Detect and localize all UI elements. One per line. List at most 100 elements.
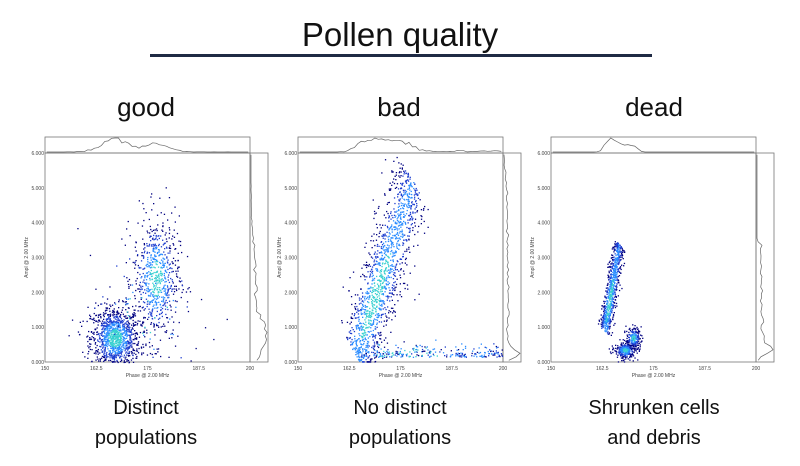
data-point bbox=[99, 345, 101, 348]
data-point bbox=[629, 356, 631, 359]
data-point bbox=[120, 321, 122, 324]
data-point bbox=[609, 260, 611, 262]
data-point bbox=[102, 296, 104, 298]
data-point bbox=[371, 272, 374, 275]
data-point bbox=[141, 254, 143, 257]
data-point bbox=[396, 227, 398, 229]
data-point bbox=[170, 284, 172, 287]
data-point bbox=[167, 291, 169, 294]
data-point bbox=[226, 318, 228, 321]
data-point bbox=[380, 299, 382, 301]
data-point bbox=[385, 249, 387, 251]
data-point bbox=[459, 356, 461, 358]
data-point bbox=[127, 280, 129, 282]
data-point bbox=[461, 352, 464, 355]
data-point bbox=[380, 247, 383, 250]
data-point bbox=[378, 264, 380, 266]
data-point bbox=[622, 251, 624, 253]
data-point bbox=[387, 247, 389, 250]
data-point bbox=[171, 290, 173, 292]
data-point bbox=[386, 342, 389, 344]
data-point bbox=[402, 208, 405, 210]
data-point bbox=[407, 235, 409, 237]
data-point bbox=[610, 289, 613, 291]
data-point bbox=[618, 247, 621, 249]
data-point bbox=[386, 296, 389, 298]
data-point bbox=[398, 243, 400, 245]
data-point bbox=[415, 348, 418, 351]
data-point bbox=[440, 349, 442, 351]
data-point bbox=[132, 361, 135, 363]
data-point bbox=[373, 277, 376, 280]
data-point bbox=[124, 331, 126, 333]
data-point bbox=[168, 247, 171, 249]
data-point bbox=[374, 326, 376, 328]
data-point bbox=[123, 315, 125, 317]
data-point bbox=[484, 356, 486, 358]
data-point bbox=[363, 335, 365, 337]
data-point bbox=[495, 345, 497, 348]
data-point bbox=[373, 282, 376, 284]
data-point bbox=[166, 256, 168, 258]
data-point bbox=[606, 314, 608, 316]
data-point bbox=[172, 333, 174, 336]
data-point bbox=[147, 318, 149, 320]
data-point bbox=[384, 278, 386, 280]
data-point bbox=[118, 307, 120, 309]
data-point bbox=[350, 316, 352, 318]
caption-line: populations bbox=[94, 427, 198, 449]
data-point bbox=[388, 351, 390, 353]
data-point bbox=[158, 281, 160, 283]
data-point bbox=[630, 331, 632, 333]
data-point bbox=[634, 340, 636, 343]
data-point bbox=[387, 352, 389, 354]
data-point bbox=[112, 348, 114, 350]
data-point bbox=[120, 329, 122, 331]
data-point bbox=[131, 333, 133, 336]
data-point bbox=[403, 173, 405, 175]
data-point bbox=[155, 236, 157, 238]
data-point bbox=[156, 294, 158, 297]
data-point bbox=[616, 257, 619, 259]
data-point bbox=[389, 182, 391, 184]
data-point bbox=[386, 355, 388, 357]
data-point bbox=[347, 338, 349, 341]
data-point bbox=[606, 329, 608, 331]
data-point bbox=[608, 299, 610, 301]
data-point bbox=[400, 348, 402, 350]
data-point bbox=[407, 288, 409, 290]
data-point bbox=[138, 288, 140, 290]
data-point bbox=[405, 181, 407, 183]
data-point bbox=[623, 349, 625, 351]
data-point bbox=[354, 348, 356, 350]
data-point bbox=[359, 350, 361, 353]
data-point bbox=[387, 249, 389, 251]
data-point bbox=[381, 303, 383, 306]
data-point bbox=[105, 342, 107, 345]
data-point bbox=[165, 293, 167, 295]
data-point bbox=[639, 348, 641, 350]
data-point bbox=[158, 237, 160, 240]
data-point bbox=[391, 224, 393, 226]
data-point bbox=[146, 275, 148, 277]
data-point bbox=[125, 303, 127, 305]
data-point bbox=[637, 342, 639, 344]
data-point bbox=[367, 310, 369, 312]
data-point bbox=[614, 291, 616, 293]
data-point bbox=[117, 321, 119, 324]
data-point bbox=[600, 314, 602, 316]
data-point bbox=[175, 270, 177, 272]
data-point bbox=[152, 290, 154, 293]
data-point bbox=[396, 355, 398, 357]
data-point bbox=[498, 355, 500, 358]
data-point bbox=[613, 291, 615, 293]
data-point bbox=[388, 245, 390, 247]
data-point bbox=[621, 251, 623, 253]
data-point bbox=[147, 300, 149, 302]
data-point bbox=[103, 326, 105, 328]
data-point bbox=[399, 191, 401, 193]
data-point bbox=[611, 267, 613, 269]
data-point bbox=[129, 337, 131, 339]
data-point bbox=[484, 346, 486, 348]
data-point bbox=[362, 316, 364, 318]
